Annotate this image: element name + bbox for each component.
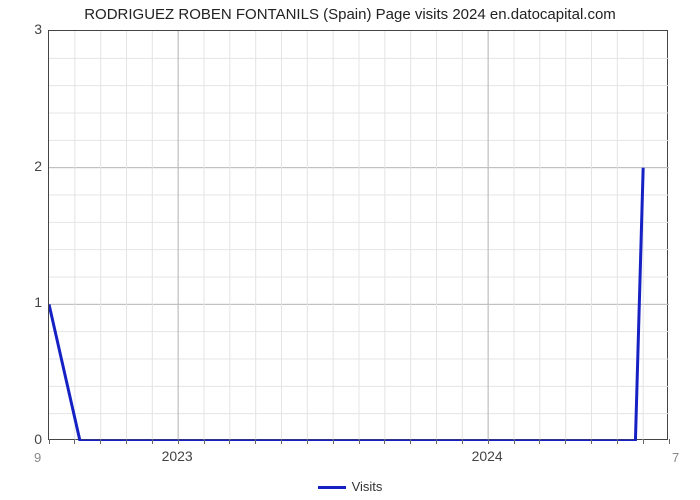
x-minor-tick — [49, 439, 50, 444]
x-minor-tick — [204, 439, 205, 444]
x-minor-tick — [178, 439, 179, 444]
x-minor-tick — [255, 439, 256, 444]
x-minor-tick — [74, 439, 75, 444]
x-minor-tick — [436, 439, 437, 444]
x-minor-tick — [669, 439, 670, 444]
x-tick-label: 2024 — [472, 448, 503, 464]
legend-swatch — [318, 486, 346, 489]
x-minor-tick — [384, 439, 385, 444]
x-minor-tick — [539, 439, 540, 444]
x-minor-tick — [126, 439, 127, 444]
corner-bottom-left-label: 9 — [34, 450, 41, 465]
plot-area — [48, 30, 668, 440]
x-minor-tick — [152, 439, 153, 444]
x-minor-tick — [488, 439, 489, 444]
chart-title: RODRIGUEZ ROBEN FONTANILS (Spain) Page v… — [0, 6, 700, 23]
y-tick-label: 2 — [22, 158, 42, 174]
x-minor-tick — [565, 439, 566, 444]
x-minor-tick — [514, 439, 515, 444]
chart-container: RODRIGUEZ ROBEN FONTANILS (Spain) Page v… — [0, 0, 700, 500]
x-minor-tick — [462, 439, 463, 444]
y-tick-label: 1 — [22, 294, 42, 310]
x-minor-tick — [333, 439, 334, 444]
x-minor-tick — [281, 439, 282, 444]
y-tick-label: 3 — [22, 21, 42, 37]
x-tick-label: 2023 — [162, 448, 193, 464]
corner-bottom-right-label: 7 — [672, 450, 679, 465]
x-minor-tick — [591, 439, 592, 444]
legend-label: Visits — [352, 479, 383, 494]
x-minor-tick — [359, 439, 360, 444]
x-minor-tick — [410, 439, 411, 444]
chart-svg — [49, 31, 669, 441]
x-minor-tick — [307, 439, 308, 444]
x-minor-tick — [229, 439, 230, 444]
x-minor-tick — [617, 439, 618, 444]
legend: Visits — [0, 479, 700, 494]
y-tick-label: 0 — [22, 431, 42, 447]
x-minor-tick — [643, 439, 644, 444]
x-minor-tick — [100, 439, 101, 444]
